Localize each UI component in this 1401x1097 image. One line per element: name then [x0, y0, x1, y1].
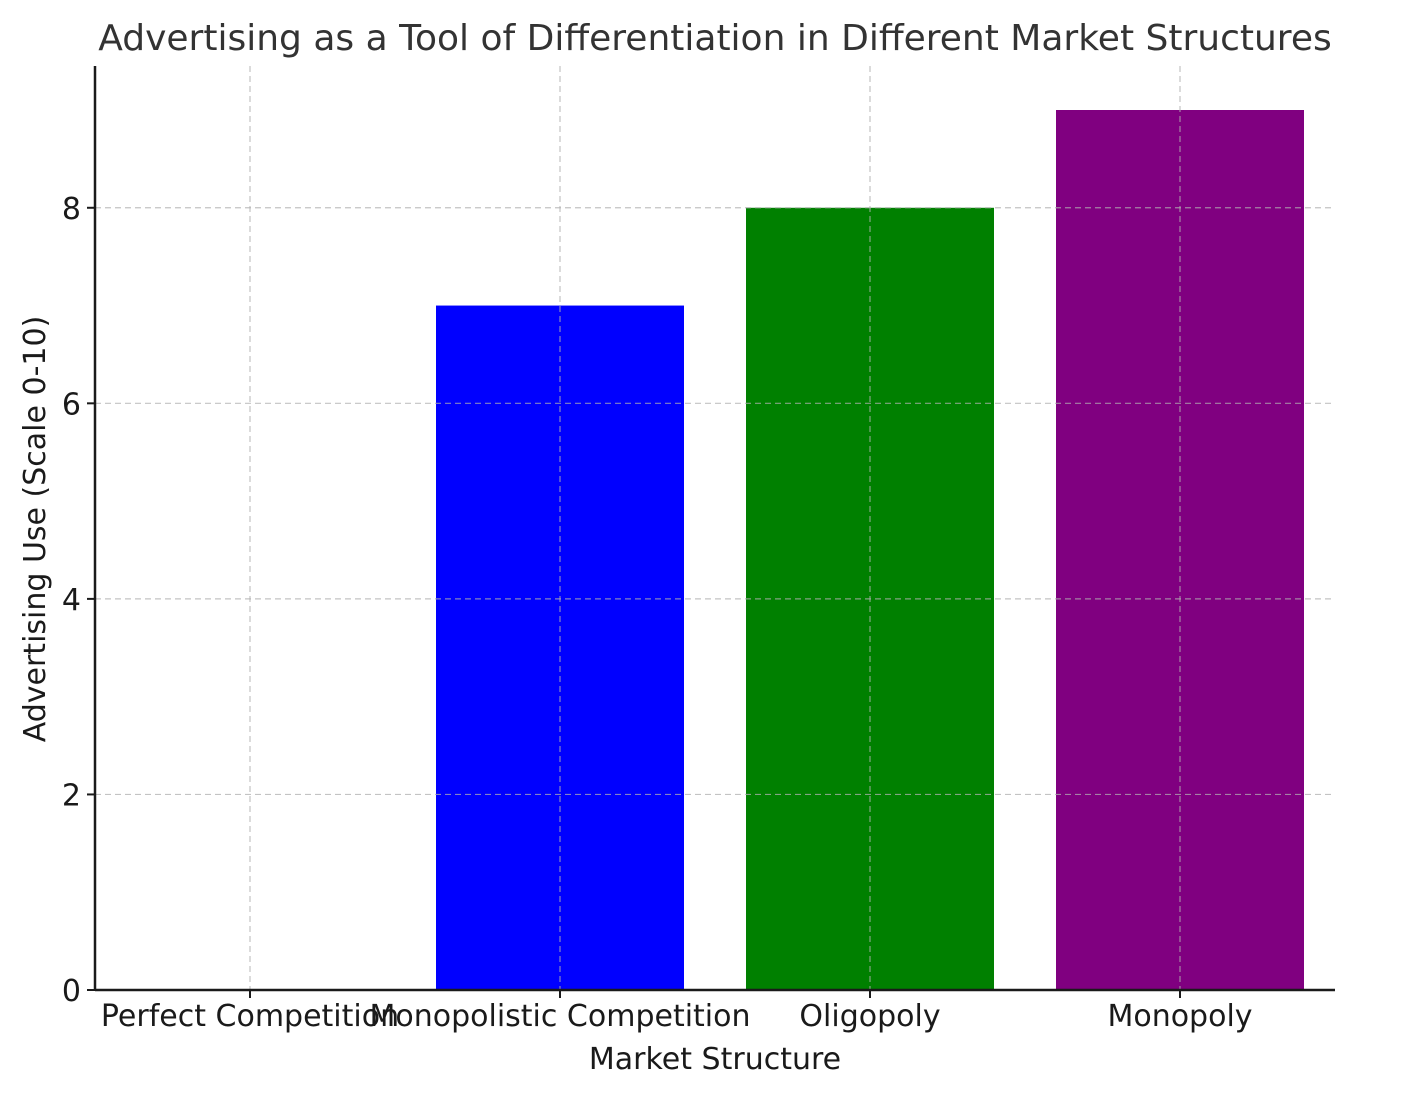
y-tick-label: 2 [62, 778, 81, 813]
y-ticks: 0 2 4 6 8 [62, 192, 95, 1009]
grid-lines [95, 66, 1335, 990]
y-tick-label: 6 [62, 387, 81, 422]
x-tick-label: Monopolistic Competition [369, 999, 750, 1034]
x-axis-label: Market Structure [589, 1042, 841, 1077]
x-tick-label: Perfect Competition [101, 999, 399, 1034]
y-tick-label: 4 [62, 583, 81, 618]
axes [93, 66, 1335, 992]
chart-title: Advertising as a Tool of Differentiation… [98, 18, 1331, 59]
y-axis-label: Advertising Use (Scale 0-10) [18, 316, 53, 743]
x-tick-label: Monopoly [1107, 999, 1252, 1034]
y-tick-label: 0 [62, 974, 81, 1009]
y-tick-label: 8 [62, 192, 81, 227]
x-tick-label: Oligopoly [799, 999, 940, 1034]
